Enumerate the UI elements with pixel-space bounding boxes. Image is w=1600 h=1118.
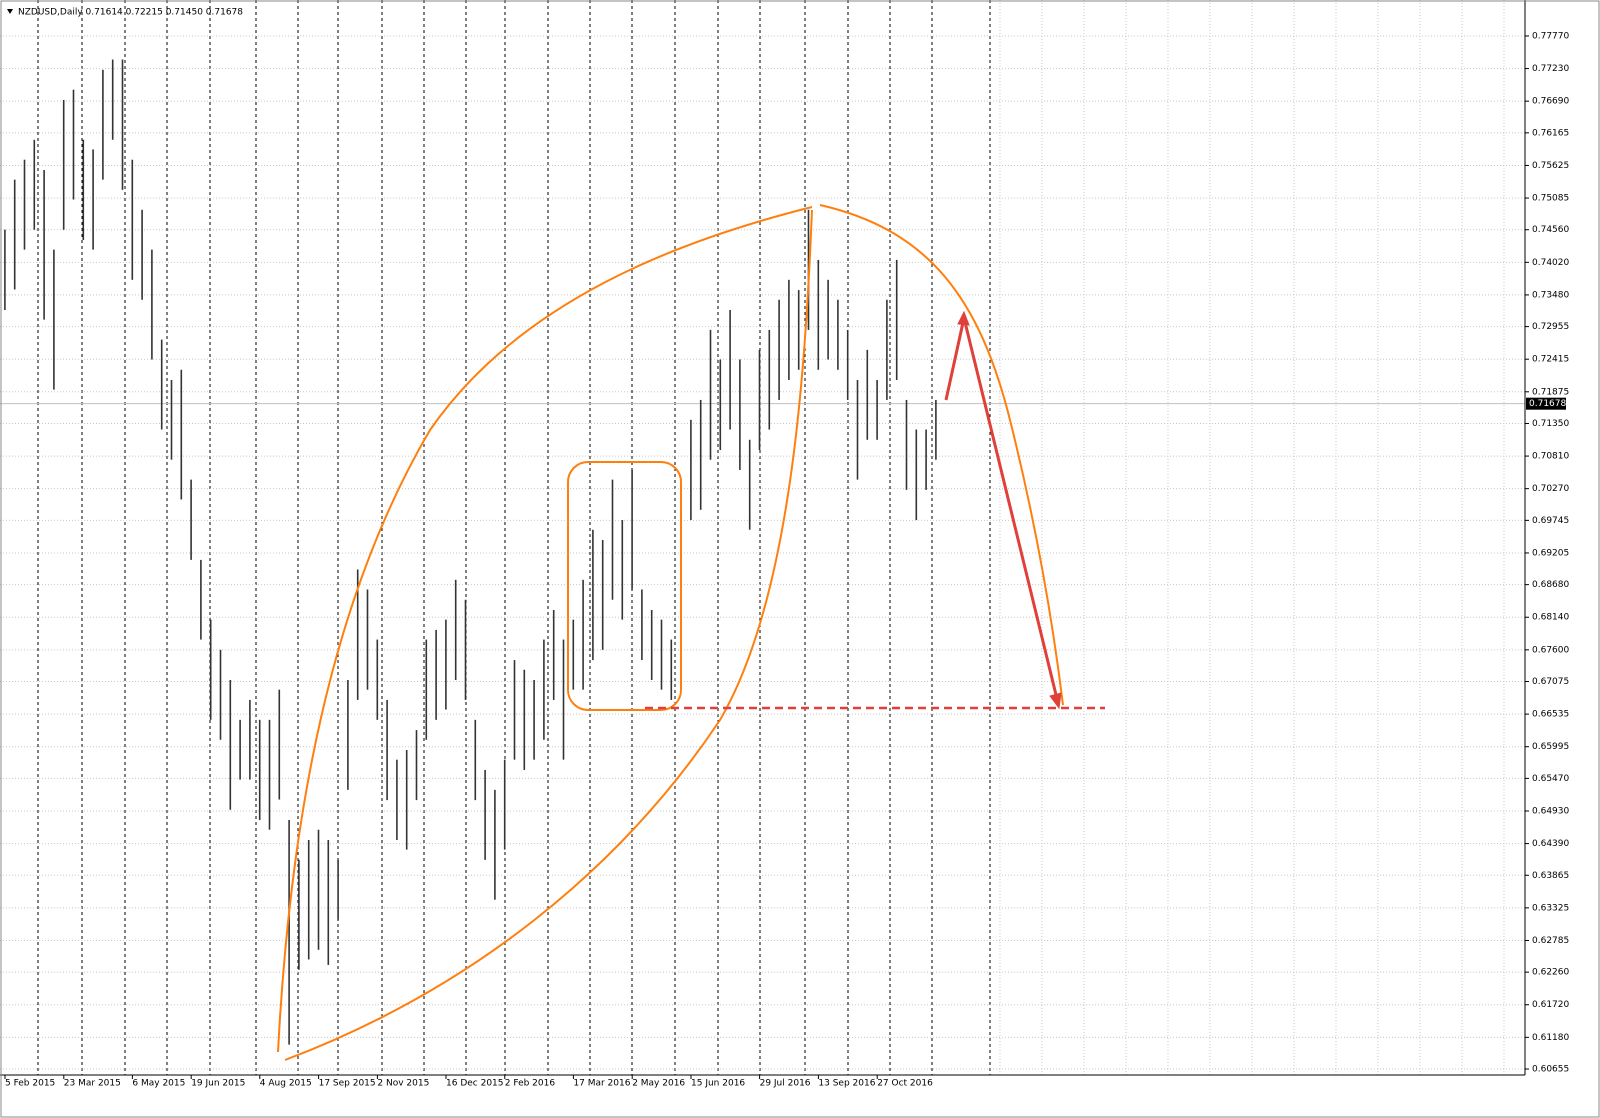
x-tick-label: 15 Jun 2016 [691, 1079, 745, 1089]
x-tick-label: 19 Jun 2015 [191, 1079, 245, 1089]
y-tick-label: 0.72955 [1532, 322, 1569, 332]
x-tick-label: 17 Sep 2015 [319, 1079, 376, 1089]
x-tick-label: 27 Oct 2016 [877, 1079, 933, 1089]
chart-title: NZDUSD,Daily 0.71614 0.72215 0.71450 0.7… [18, 8, 243, 18]
y-tick-label: 0.62260 [1532, 968, 1569, 978]
y-tick-label: 0.64390 [1532, 839, 1569, 849]
x-tick-label: 13 Sep 2016 [818, 1079, 875, 1089]
x-tick-label: 23 Mar 2015 [64, 1079, 121, 1089]
x-tick-label: 29 Jul 2016 [760, 1079, 811, 1089]
x-tick-label: 5 Feb 2015 [5, 1079, 55, 1089]
x-tick-label: 2 Nov 2015 [377, 1079, 429, 1089]
x-tick-label: 2 May 2016 [632, 1079, 685, 1089]
last-price-label: 0.71678 [1529, 399, 1566, 409]
y-tick-label: 0.63325 [1532, 903, 1569, 913]
arc-upper [277, 206, 813, 1053]
y-tick-label: 0.72415 [1532, 355, 1569, 365]
y-tick-label: 0.71875 [1532, 387, 1569, 397]
y-tick-label: 0.75625 [1532, 161, 1569, 171]
last-price-box [1526, 397, 1566, 410]
y-tick-label: 0.77770 [1532, 31, 1569, 41]
consolidation-box [567, 461, 682, 711]
y-tick-label: 0.67075 [1532, 677, 1569, 687]
y-tick-label: 0.68680 [1532, 580, 1569, 590]
y-tick-label: 0.76165 [1532, 128, 1569, 138]
x-tick-label: 6 May 2015 [132, 1079, 185, 1089]
y-tick-label: 0.61720 [1532, 1000, 1569, 1010]
annotations [277, 204, 1105, 1061]
y-tick-label: 0.73480 [1532, 290, 1569, 300]
y-tick-label: 0.70270 [1532, 484, 1569, 494]
y-tick-label: 0.74020 [1532, 258, 1569, 268]
y-tick-label: 0.65470 [1532, 774, 1569, 784]
y-tick-label: 0.64930 [1532, 806, 1569, 816]
x-tick-label: 2 Feb 2016 [505, 1079, 556, 1089]
y-tick-label: 0.62785 [1532, 936, 1569, 946]
y-tick-label: 0.76690 [1532, 97, 1569, 107]
y-tick-label: 0.71350 [1532, 419, 1569, 429]
y-tick-label: 0.67600 [1532, 645, 1569, 655]
y-tick-label: 0.68140 [1532, 613, 1569, 623]
x-tick-label: 4 Aug 2015 [260, 1079, 312, 1089]
y-tick-label: 0.60655 [1532, 1065, 1569, 1075]
menu-arrow [7, 9, 13, 14]
arc-lower [284, 209, 813, 1061]
y-tick-label: 0.65995 [1532, 742, 1569, 752]
arrow-heads [957, 310, 1062, 710]
y-tick-label: 0.63865 [1532, 871, 1569, 881]
y-tick-label: 0.74560 [1532, 225, 1569, 235]
y-tick-label: 0.69745 [1532, 516, 1569, 526]
y-tick-label: 0.75085 [1532, 194, 1569, 204]
y-tick-label: 0.66535 [1532, 710, 1569, 720]
arc-right [819, 204, 1064, 706]
x-tick-label: 16 Dec 2015 [446, 1079, 504, 1089]
y-tick-label: 0.61180 [1532, 1033, 1569, 1043]
y-tick-label: 0.69205 [1532, 548, 1569, 558]
y-tick-label: 0.70810 [1532, 452, 1569, 462]
x-tick-label: 17 Mar 2016 [573, 1079, 630, 1089]
y-tick-label: 0.77230 [1532, 64, 1569, 74]
